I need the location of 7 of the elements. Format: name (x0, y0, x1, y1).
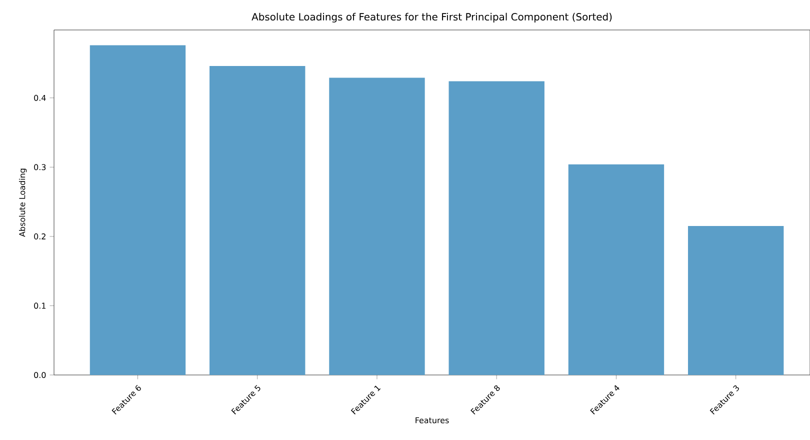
bar (90, 45, 186, 375)
chart-title: Absolute Loadings of Features for the First Principal Component (Sorted) (252, 12, 612, 22)
bar (568, 164, 664, 375)
bar (688, 226, 784, 375)
bar (448, 81, 544, 375)
bar (210, 66, 306, 375)
bar (329, 78, 425, 375)
